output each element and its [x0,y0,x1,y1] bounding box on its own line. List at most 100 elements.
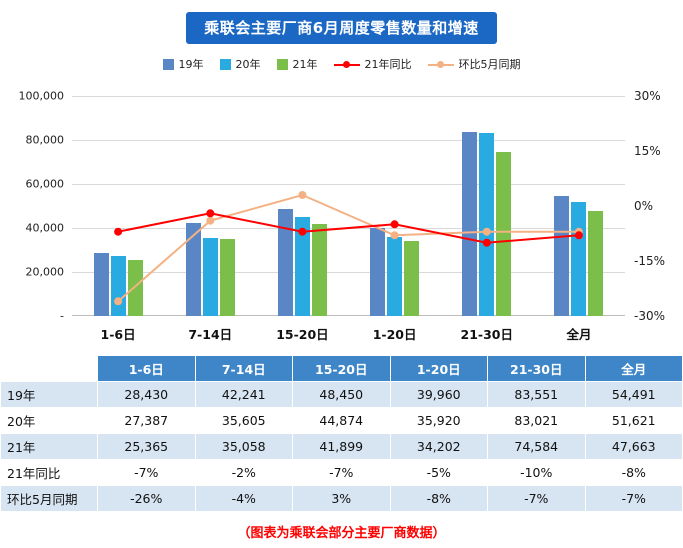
table-row-label: 21年 [0,433,98,460]
legend-item-环比5月同期: 环比5月同期 [427,56,521,72]
chart-legend: 19年 20年 21年 21年同比 环比5月同期 [0,56,683,72]
x-axis-label-list: 1-6日 7-14日 15-20日 1-20日 21-30日 全月 [72,324,625,343]
title-bar: 乘联会主要厂商6月周度零售数量和增速 [0,0,683,44]
bar-19年-1-20日 [370,228,386,316]
x-axis-label: 15-20日 [276,327,329,342]
bar-group-1-6日 [72,96,164,316]
x-axis-label: 1-20日 [372,327,417,342]
gridline [72,184,625,185]
table-cell: 44,874 [292,407,391,434]
bar-21年-全月 [588,211,604,316]
table-row-19年: 19年 28,430 42,241 48,450 39,960 83,551 54,491 [0,381,683,408]
table-column-header: 7-14日 [194,355,293,382]
left-axis-tick: - [60,309,64,323]
chart: 100,000 80,000 60,000 40,000 20,000 - 30% 15% 0… [0,89,683,323]
bar-19年-15-20日 [277,209,293,316]
table-cell: 42,241 [194,381,293,408]
table-column-header: 21-30日 [487,355,586,382]
table-cell: 48,450 [292,381,391,408]
legend-item-20年: 20年 [219,56,261,72]
table-cell: -8% [584,459,683,486]
x-axis-label: 全月 [566,327,592,342]
table-cell: -7% [292,459,391,486]
legend-item-19年: 19年 [162,56,204,72]
table-body: 19年 28,430 42,241 48,450 39,960 83,551 54,491 2… [0,381,683,512]
legend-swatch-icon [219,58,231,70]
bar-group-21-30日 [441,96,533,316]
bar-19年-21-30日 [462,132,478,316]
table-row-20年: 20年 27,387 35,605 44,874 35,920 83,021 51,621 [0,407,683,434]
table-column-header: 1-20日 [389,355,488,382]
legend-item-21年: 21年 [276,56,318,72]
bar-20年-1-6日 [110,256,126,316]
left-axis-tick: 40,000 [25,221,65,235]
table-cell: 35,058 [194,433,293,460]
table-cell: -4% [194,485,293,512]
bar-group-15-20日 [256,96,348,316]
table-cell: 25,365 [97,433,196,460]
left-axis: 100,000 80,000 60,000 40,000 20,000 - [6,90,72,323]
bar-group-全月 [533,96,625,316]
table-cell: -8% [389,485,488,512]
table-row-label: 21年同比 [0,459,98,486]
bar-20年-21-30日 [479,133,495,316]
left-axis-tick: 100,000 [18,89,65,103]
left-axis-tick: 60,000 [25,177,65,191]
data-table: 1-6日 7-14日 15-20日 1-20日 21-30日 全月 19年 28,430 42… [0,355,683,512]
x-axis-label: 7-14日 [188,327,233,342]
legend-label: 21年同比 [364,58,412,71]
right-axis-tick: 0% [634,199,654,213]
caption: （图表为乘联会部分主要厂商数据） [237,526,446,541]
bar-group-1-20日 [349,96,441,316]
legend-swatch-icon [276,58,288,70]
bar-19年-1-6日 [93,253,109,316]
plot-area [72,96,625,316]
table-header-row: 1-6日 7-14日 15-20日 1-20日 21-30日 全月 [0,355,683,382]
legend-line-marker-icon [333,60,360,69]
table-cell: -7% [584,485,683,512]
table-cell: 27,387 [97,407,196,434]
table-column-header: 全月 [584,355,683,382]
right-axis-tick: 30% [634,89,661,103]
table-column-header: 15-20日 [292,355,391,382]
table-column-header: 1-6日 [97,355,196,382]
table-cell: 83,551 [487,381,586,408]
bar-21年-7-14日 [219,239,235,316]
bar-19年-7-14日 [185,223,201,316]
table-cell: 35,920 [389,407,488,434]
table-cell: 41,899 [292,433,391,460]
table-cell: -2% [194,459,293,486]
table-row-label: 19年 [0,381,98,408]
table-header: 1-6日 7-14日 15-20日 1-20日 21-30日 全月 [0,355,683,382]
bar-21年-21-30日 [496,152,512,316]
legend-label: 环比5月同期 [458,58,521,71]
table-cell: 28,430 [97,381,196,408]
x-axis-labels: 1-6日 7-14日 15-20日 1-20日 21-30日 全月 [0,324,683,343]
bar-20年-全月 [571,202,587,316]
table-corner-cell [0,355,98,382]
table-cell: 35,605 [194,407,293,434]
bar-19年-全月 [554,196,570,316]
bar-21年-15-20日 [311,224,327,316]
bar-21年-1-20日 [404,241,420,316]
table-cell: 74,584 [487,433,586,460]
left-axis-tick: 20,000 [25,265,65,279]
legend-label: 21年 [292,58,318,71]
right-axis-tick: -15% [634,254,666,268]
bar-20年-1-20日 [387,237,403,316]
table-row-环比5月同期: 环比5月同期 -26% -4% 3% -8% -7% -7% [0,485,683,512]
table-cell: -5% [389,459,488,486]
table-cell: 83,021 [487,407,586,434]
table-cell: 54,491 [584,381,683,408]
right-axis-tick: -30% [634,309,666,323]
legend-line-dot [436,60,444,68]
table-row-label: 20年 [0,407,98,434]
legend-label: 19年 [178,58,204,71]
x-axis-right-spacer [625,324,677,343]
gridline [72,96,625,97]
bar-21年-1-6日 [127,260,143,316]
right-axis: 30% 15% 0% -15% -30% [625,89,677,323]
left-axis-tick: 80,000 [25,133,65,147]
bar-20年-15-20日 [294,217,310,316]
